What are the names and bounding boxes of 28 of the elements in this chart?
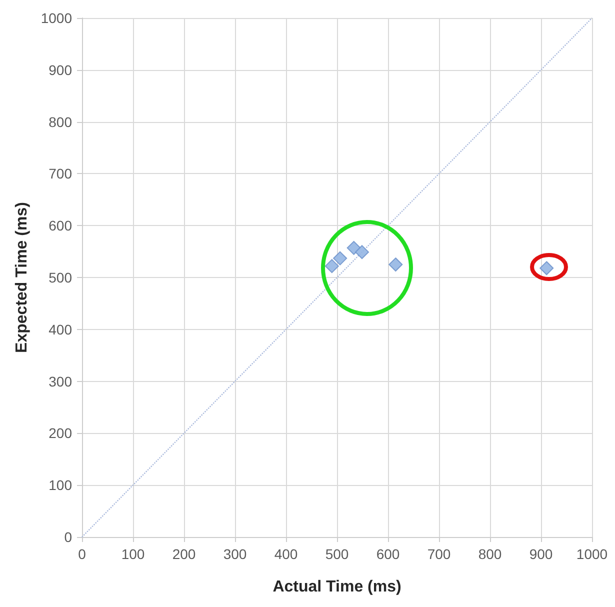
x-tick-label: 400: [274, 546, 298, 562]
point: [324, 259, 339, 274]
y-tick-label: 0: [64, 529, 72, 545]
x-tick-label: 500: [325, 546, 349, 562]
x-tick-label: 800: [478, 546, 502, 562]
point: [354, 245, 369, 260]
x-tick-label: 100: [121, 546, 145, 562]
x-tick-label: 900: [529, 546, 553, 562]
y-tick-label: 700: [48, 166, 72, 182]
y-tick-label: 300: [48, 373, 72, 390]
x-tick-label: 600: [376, 546, 400, 562]
x-axis-title: Actual Time (ms): [272, 578, 402, 596]
y-tick-label: 100: [48, 477, 72, 494]
y-tick-label: 500: [48, 270, 72, 286]
x-tick-label: 200: [172, 546, 196, 562]
x-tick-label: 300: [223, 546, 247, 562]
y-tick-label: 600: [48, 218, 72, 234]
y-tick-label: 1000: [40, 10, 72, 26]
y-tick-label: 200: [48, 425, 72, 442]
point: [333, 251, 348, 266]
y-tick-label: 400: [48, 321, 72, 338]
x-tick-label: 0: [78, 546, 86, 562]
y-tick-label: 900: [48, 62, 72, 78]
y-tick-label: 800: [48, 114, 72, 130]
y-axis-title: Expected Time (ms): [13, 202, 30, 353]
point: [388, 258, 403, 272]
x-tick-label: 700: [427, 546, 451, 562]
x-tick-label: 1000: [576, 546, 608, 562]
